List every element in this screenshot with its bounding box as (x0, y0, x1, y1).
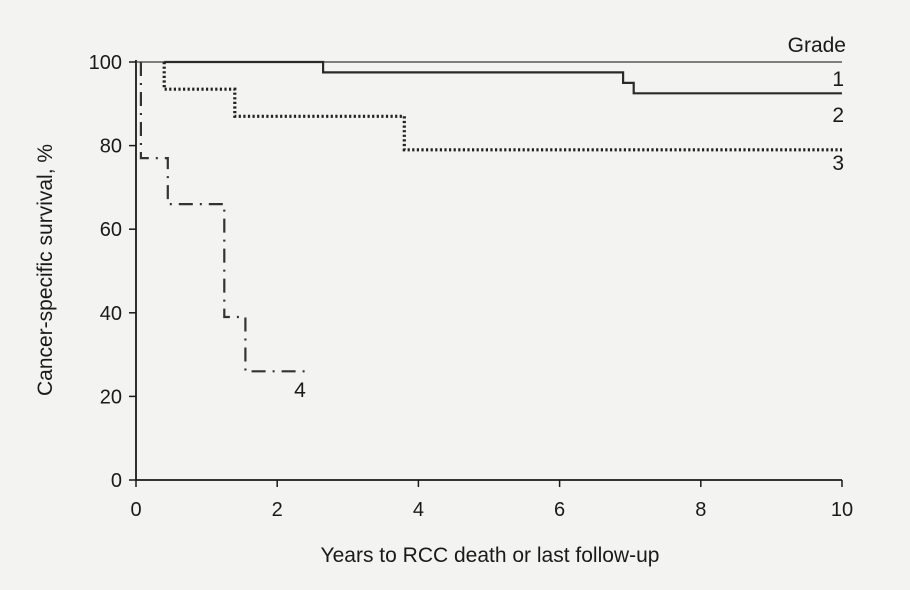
axes (135, 60, 842, 481)
series-labels: 1 2 3 4 (294, 68, 844, 402)
series-line-grade-2 (164, 60, 842, 95)
y-tick-label: 20 (100, 386, 122, 408)
series-line-grade-3 (162, 62, 842, 152)
x-tick-label: 10 (831, 499, 853, 521)
y-tick-label: 100 (89, 52, 122, 74)
x-tick-label: 6 (554, 499, 565, 521)
series-line-grade-4 (139, 62, 309, 373)
x-tick-label: 8 (695, 499, 706, 521)
series-label-grade-2: 2 (832, 104, 844, 127)
legend-title: Grade (788, 34, 846, 57)
x-axis-title: Years to RCC death or last follow-up (321, 544, 660, 567)
y-tick-label: 40 (100, 303, 122, 325)
y-tick-label: 60 (100, 219, 122, 241)
series-label-grade-3: 3 (832, 152, 844, 175)
x-tick-label: 4 (413, 499, 424, 521)
series-label-grade-4: 4 (294, 379, 306, 402)
y-tick-label: 80 (100, 136, 122, 158)
series-group (136, 60, 842, 373)
y-axis-title: Cancer-specific survival, % (34, 144, 57, 396)
series-label-grade-1: 1 (832, 68, 844, 91)
x-tick-label: 0 (130, 499, 141, 521)
y-tick-label: 0 (111, 470, 122, 492)
x-tick-label: 2 (272, 499, 283, 521)
